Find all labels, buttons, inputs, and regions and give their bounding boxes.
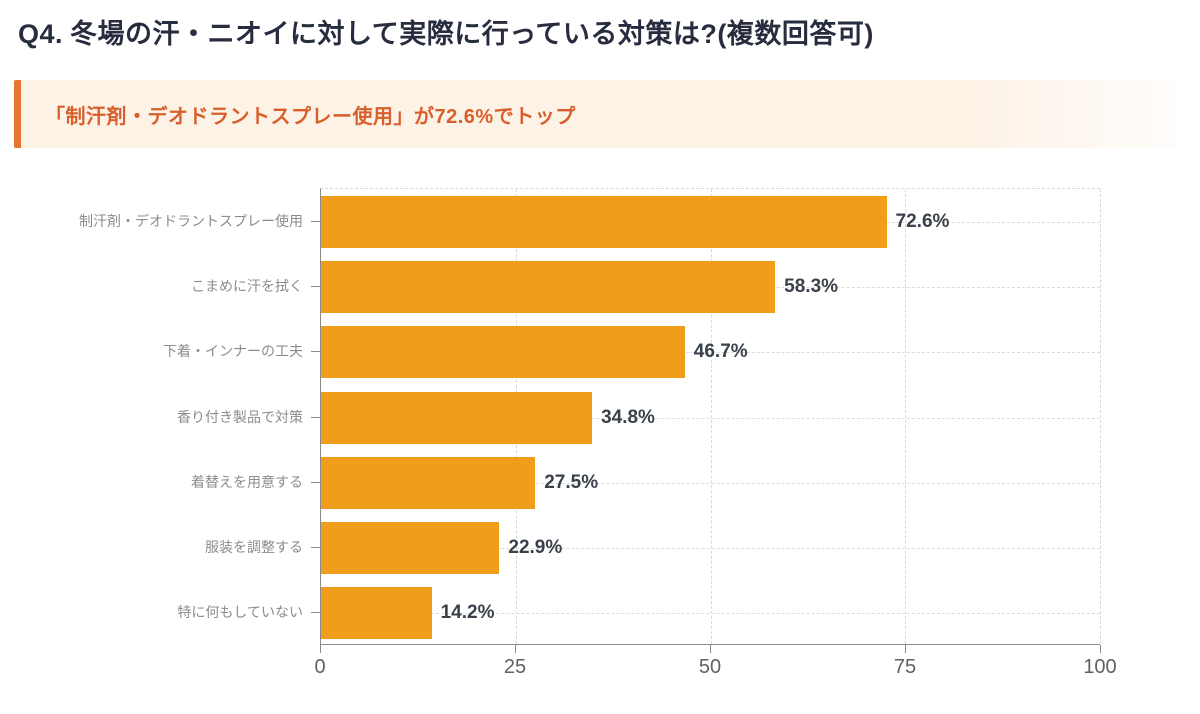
- category-label: 制汗剤・デオドラントスプレー使用: [79, 212, 303, 229]
- highlight-callout: 「制汗剤・デオドラントスプレー使用」が72.6%でトップ: [14, 80, 1176, 148]
- horizontal-gridline: [321, 548, 1100, 550]
- x-axis-tick: [905, 645, 906, 653]
- y-axis-tick: [311, 285, 320, 287]
- vertical-gridline: [1100, 189, 1101, 644]
- bar-3: [321, 326, 685, 379]
- bar-value-label: 46.7%: [693, 341, 748, 363]
- bar-6: [321, 522, 500, 575]
- bar-value-label: 27.5%: [544, 471, 599, 493]
- bar-value-label: 14.2%: [440, 602, 495, 624]
- page-title: Q4. 冬場の汗・ニオイに対して実際に行っている対策は?(複数回答可): [18, 16, 874, 52]
- y-axis-tick: [311, 547, 320, 549]
- bar-value-label: 34.8%: [601, 406, 655, 428]
- question-text: 冬場の汗・ニオイに対して実際に行っている対策は?(複数回答可): [70, 19, 874, 49]
- category-label: 着替えを用意する: [191, 473, 303, 490]
- bar-value-label: 72.6%: [895, 210, 950, 232]
- category-label: こまめに汗を拭く: [191, 277, 303, 294]
- x-tick-label: 25: [503, 656, 527, 678]
- horizontal-gridline: [321, 352, 1100, 354]
- plot-area: 72.6% 58.3% 46.7% 34.8% 27.5% 22.9% 14.2%: [320, 188, 1101, 645]
- category-label: 香り付き製品で対策: [177, 408, 303, 425]
- y-axis-tick: [311, 481, 320, 483]
- question-number: Q4.: [18, 19, 64, 49]
- y-axis-tick: [311, 351, 320, 353]
- horizontal-gridline: [321, 417, 1100, 419]
- bar-2: [321, 260, 776, 313]
- bar-1: [321, 195, 887, 248]
- y-axis-tick: [311, 612, 320, 614]
- bar-7: [321, 587, 432, 640]
- bar-value-label: 22.9%: [508, 537, 563, 559]
- vertical-gridline: [905, 189, 907, 644]
- category-label: 特に何もしていない: [177, 604, 303, 621]
- horizontal-gridline: [321, 613, 1100, 615]
- category-label: 服装を調整する: [205, 539, 303, 556]
- bar-chart: 72.6% 58.3% 46.7% 34.8% 27.5% 22.9% 14.2% 制汗剤・…: [0, 188, 1200, 698]
- x-tick-label: 0: [314, 656, 326, 678]
- x-axis-tick: [515, 645, 516, 653]
- y-axis-tick: [311, 416, 320, 418]
- x-axis-tick: [710, 645, 711, 653]
- bar-value-label: 58.3%: [784, 275, 839, 297]
- highlight-text: 「制汗剤・デオドラントスプレー使用」が72.6%でトップ: [45, 105, 576, 128]
- horizontal-gridline: [321, 482, 1100, 484]
- category-label: 下着・インナーの工夫: [163, 343, 303, 360]
- vertical-gridline: [710, 189, 712, 644]
- x-axis-tick: [320, 645, 321, 653]
- bar-4: [321, 391, 593, 444]
- y-axis-tick: [311, 220, 320, 222]
- x-axis-tick: [1100, 645, 1101, 653]
- x-tick-label: 100: [1083, 656, 1117, 678]
- bar-5: [321, 456, 536, 509]
- x-tick-label: 50: [698, 656, 722, 678]
- x-tick-label: 75: [893, 656, 917, 678]
